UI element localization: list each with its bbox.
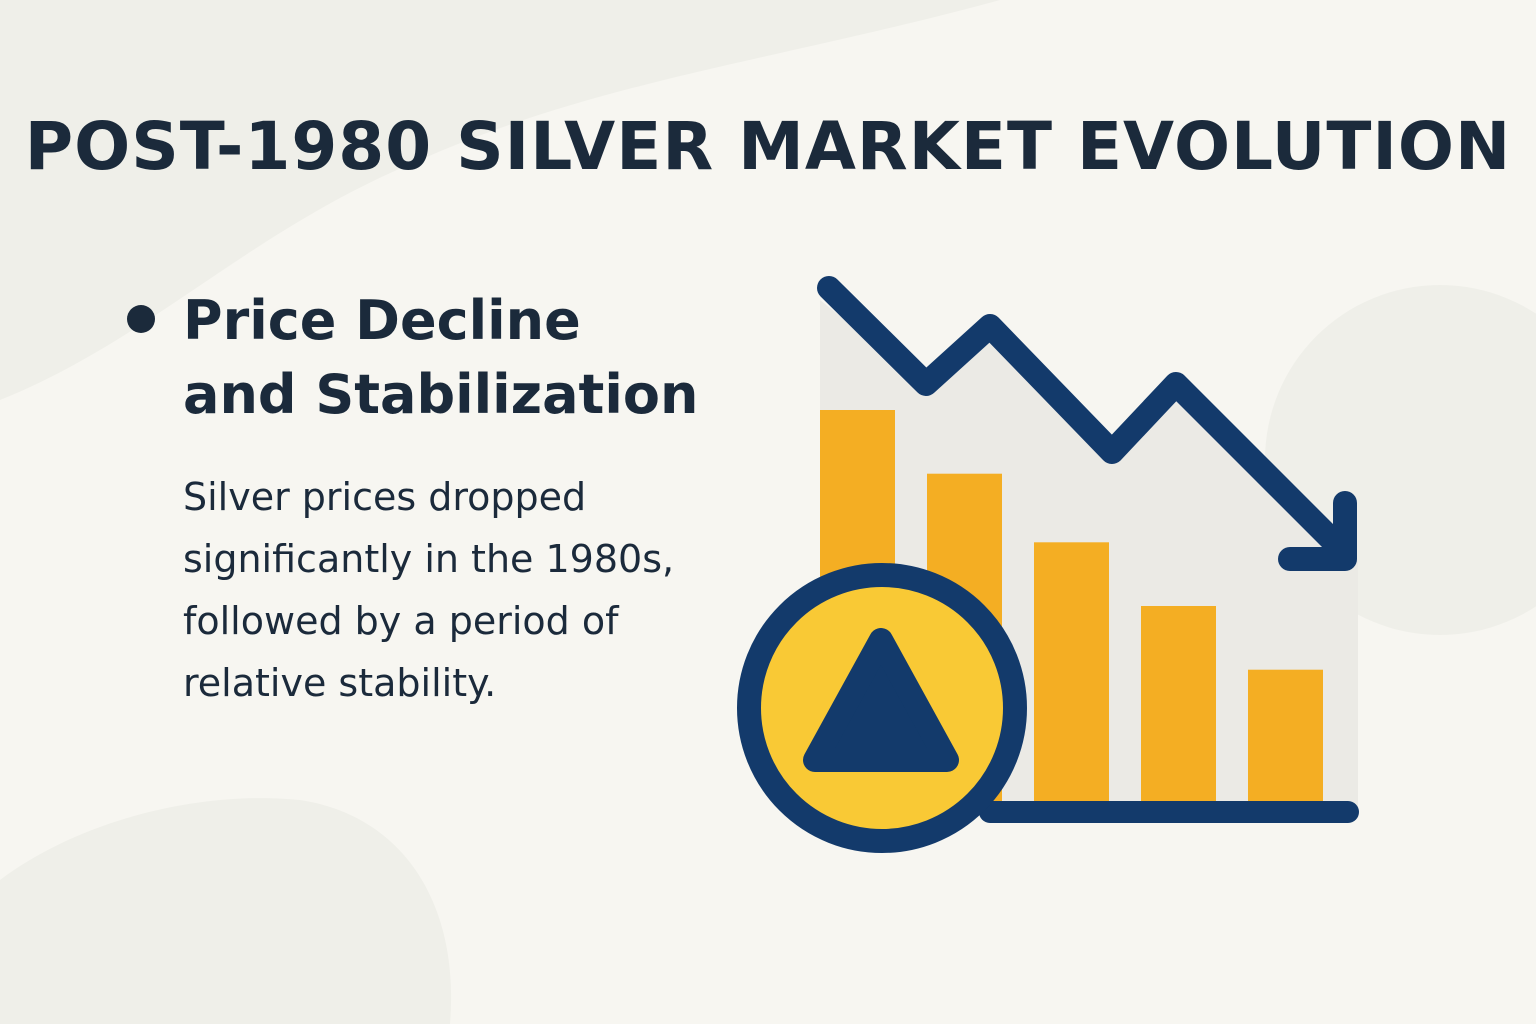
warning-triangle-icon bbox=[803, 628, 959, 772]
section-heading-line: Price Decline bbox=[183, 289, 581, 352]
section-heading-line: and Stabilization bbox=[183, 363, 699, 426]
chart-bar bbox=[1141, 606, 1216, 802]
description-line: significantly in the 1980s, bbox=[183, 537, 675, 581]
section-heading: Price Decline and Stabilization bbox=[183, 284, 743, 432]
arrowhead-icon bbox=[1278, 491, 1357, 571]
section-description: Silver prices dropped significantly in t… bbox=[183, 466, 763, 714]
description-line: relative stability. bbox=[183, 661, 497, 705]
chart-bar bbox=[1034, 542, 1109, 802]
chart-bar bbox=[1248, 669, 1323, 802]
description-line: Silver prices dropped bbox=[183, 475, 587, 519]
down-trend-arrow-icon bbox=[817, 276, 1344, 552]
page-title: POST-1980 SILVER MARKET EVOLUTION bbox=[24, 108, 1512, 185]
bullet-point bbox=[127, 305, 155, 333]
description-line: followed by a period of bbox=[183, 599, 619, 643]
